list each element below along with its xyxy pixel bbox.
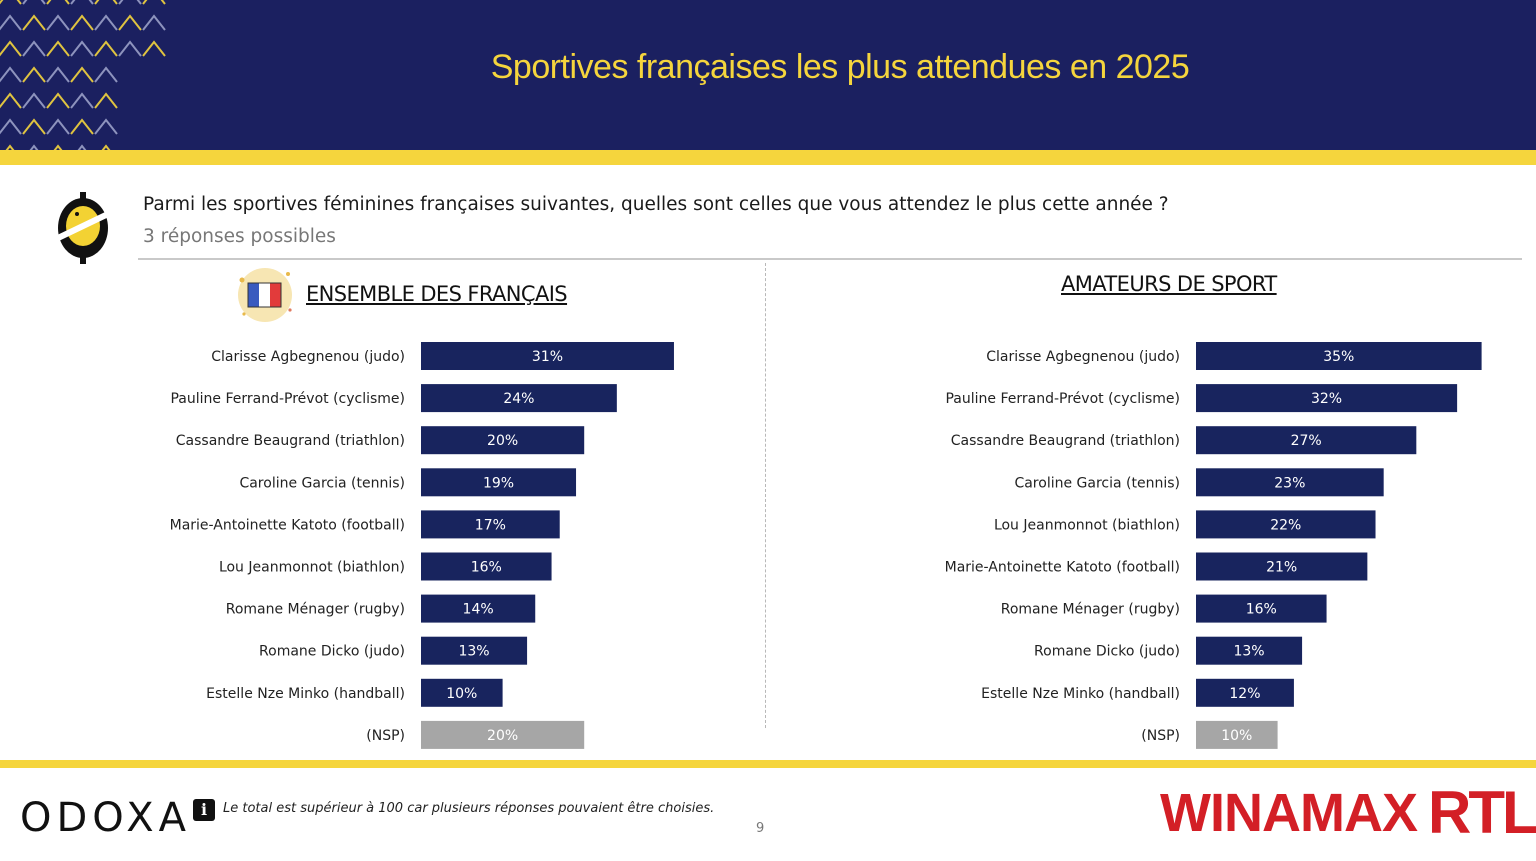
divider-line	[138, 258, 1522, 260]
category-label: Pauline Ferrand-Prévot (cyclisme)	[170, 391, 405, 407]
value-label: 13%	[458, 644, 489, 660]
bar-charts: Clarisse Agbegnenou (judo) 31% Pauline Fer…	[170, 342, 1482, 749]
bar	[1196, 426, 1417, 455]
category-label: Lou Jeanmonnot (biathlon)	[219, 560, 405, 576]
survey-question: Parmi les sportives féminines françaises…	[143, 194, 1169, 215]
panel-title-amateurs: AMATEURS DE SPORT	[1061, 272, 1277, 296]
bar	[421, 678, 503, 707]
category-label: Cassandre Beaugrand (triathlon)	[951, 433, 1180, 449]
value-label: 22%	[1270, 517, 1301, 533]
value-label: 16%	[471, 560, 502, 576]
bar	[1196, 510, 1376, 539]
value-label: 35%	[1323, 349, 1354, 365]
bar	[421, 384, 617, 413]
value-label: 17%	[475, 517, 506, 533]
odoxa-logo: ODOXA	[20, 795, 191, 841]
value-label: 14%	[463, 602, 494, 618]
category-label: Romane Dicko (judo)	[1034, 644, 1180, 660]
category-label: Clarisse Agbegnenou (judo)	[986, 349, 1180, 365]
category-label: Marie-Antoinette Katoto (football)	[170, 517, 405, 533]
value-label: 10%	[446, 686, 477, 702]
bar	[421, 342, 674, 370]
winamax-logo: WINAMAX	[1160, 783, 1418, 843]
category-label: Marie-Antoinette Katoto (football)	[945, 560, 1180, 576]
bar	[421, 594, 536, 623]
bar	[421, 426, 585, 455]
bar	[1196, 384, 1458, 413]
category-label: Estelle Nze Minko (handball)	[981, 686, 1180, 702]
category-label: (NSP)	[366, 728, 405, 744]
value-label: 10%	[1221, 728, 1252, 744]
category-label: Clarisse Agbegnenou (judo)	[211, 349, 405, 365]
category-label: Estelle Nze Minko (handball)	[206, 686, 405, 702]
footer-yellow-band	[0, 760, 1536, 768]
bar	[421, 468, 577, 497]
value-label: 16%	[1246, 602, 1277, 618]
header-banner: Sportives françaises les plus attendues …	[0, 0, 1536, 150]
value-label: 31%	[532, 349, 563, 365]
survey-subtext: 3 réponses possibles	[143, 226, 336, 247]
category-label: Romane Dicko (judo)	[259, 644, 405, 660]
category-label: Romane Ménager (rugby)	[226, 602, 405, 618]
rtl-logo: RTL	[1428, 779, 1536, 846]
panel-title-ensemble: ENSEMBLE DES FRANÇAIS	[306, 282, 568, 306]
category-label: Caroline Garcia (tennis)	[239, 475, 405, 491]
bar	[1196, 720, 1278, 749]
category-label: Lou Jeanmonnot (biathlon)	[994, 517, 1180, 533]
value-label: 24%	[503, 391, 534, 407]
category-label: Cassandre Beaugrand (triathlon)	[176, 433, 405, 449]
bar	[1196, 342, 1482, 370]
bar	[1196, 468, 1384, 497]
value-label: 13%	[1233, 644, 1264, 660]
france-flag-icon	[238, 268, 292, 322]
bar	[421, 510, 560, 539]
value-label: 27%	[1291, 433, 1322, 449]
value-label: 20%	[487, 433, 518, 449]
odoxa-badge-icon	[56, 192, 110, 264]
bar	[1196, 552, 1368, 581]
category-label: (NSP)	[1141, 728, 1180, 744]
footnote: Le total est supérieur à 100 car plusieu…	[223, 801, 715, 816]
value-label: 32%	[1311, 391, 1342, 407]
bar	[421, 720, 585, 749]
bar	[1196, 678, 1294, 707]
header-yellow-band	[0, 150, 1536, 165]
bar	[421, 552, 552, 581]
chevron-pattern-decoration	[0, 0, 166, 150]
category-label: Caroline Garcia (tennis)	[1014, 475, 1180, 491]
bar	[1196, 636, 1303, 665]
category-label: Romane Ménager (rugby)	[1001, 602, 1180, 618]
value-label: 19%	[483, 475, 514, 491]
info-icon: i	[193, 799, 215, 821]
bar	[1196, 594, 1327, 623]
page-title: Sportives françaises les plus attendues …	[490, 48, 1190, 86]
bar	[421, 636, 528, 665]
page-number: 9	[756, 821, 765, 836]
value-label: 21%	[1266, 560, 1297, 576]
panel-divider	[765, 263, 766, 728]
value-label: 20%	[487, 728, 518, 744]
category-label: Pauline Ferrand-Prévot (cyclisme)	[945, 391, 1180, 407]
value-label: 12%	[1229, 686, 1260, 702]
value-label: 23%	[1274, 475, 1305, 491]
